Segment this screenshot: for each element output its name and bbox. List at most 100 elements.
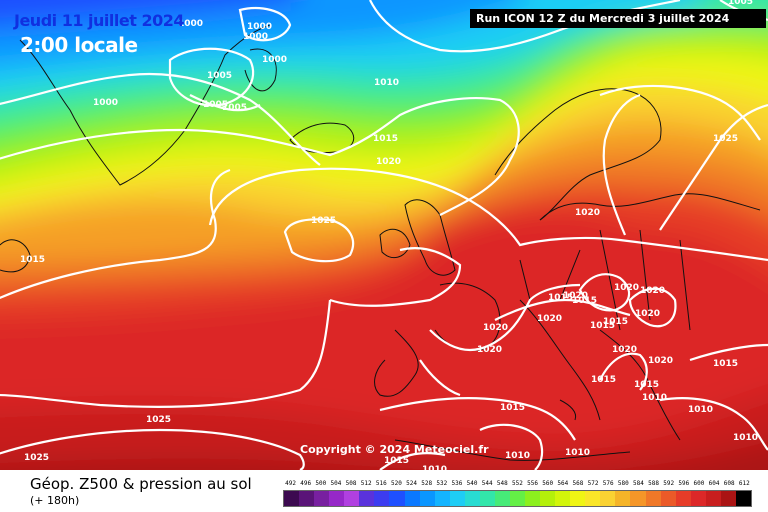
legend-swatch xyxy=(509,491,525,506)
legend-swatch xyxy=(675,491,691,506)
geopotential-shading xyxy=(0,0,768,470)
legend-swatch xyxy=(660,491,676,506)
legend-swatch xyxy=(284,491,300,506)
legend-label: 540 xyxy=(466,480,478,487)
isobar-label: 1020 xyxy=(648,356,673,366)
legend-label: 560 xyxy=(542,480,554,487)
legend-label: 500 xyxy=(315,480,327,487)
isobar-label: 1020 xyxy=(575,208,600,218)
isobar-label: 1000 xyxy=(243,32,268,42)
legend-label: 524 xyxy=(406,480,417,487)
isobar-label: 1025 xyxy=(24,453,49,463)
legend-label: 568 xyxy=(572,480,584,487)
legend-swatch xyxy=(645,491,661,506)
isobar-label: 1010 xyxy=(688,405,713,415)
legend-swatch xyxy=(705,491,721,506)
legend-label: 508 xyxy=(345,480,357,487)
isobar-label: 1005 xyxy=(728,0,753,7)
legend-swatch xyxy=(359,491,375,506)
legend-label: 536 xyxy=(451,480,463,487)
isobar-label: 1020 xyxy=(537,314,562,324)
isobar-label: 1020 xyxy=(376,157,401,167)
legend-label: 556 xyxy=(527,480,538,487)
isobar-label: 1015 xyxy=(20,255,45,265)
legend-swatch xyxy=(735,491,751,506)
copyright-notice: Copyright © 2024 Meteociel.fr xyxy=(300,443,489,456)
legend-swatch xyxy=(494,491,510,506)
isobar-labels: 1000 1000 1000 1000 1005 1005 1005 1000 … xyxy=(20,0,758,470)
forecast-date: Jeudi 11 juillet 2024 xyxy=(14,11,184,30)
legend-label: 552 xyxy=(512,480,523,487)
isobar-label: 1010 xyxy=(374,78,399,88)
legend-swatch xyxy=(479,491,495,506)
isobar-label: 1010 xyxy=(733,433,758,443)
isobar-label: 1020 xyxy=(635,309,660,319)
forecast-time: 2:00 locale xyxy=(20,33,138,57)
isobar-label: 1010 xyxy=(422,465,447,470)
isobar-label: 1010 xyxy=(642,393,667,403)
field-title: Géop. Z500 & pression au sol xyxy=(30,475,252,493)
legend-swatch xyxy=(720,491,736,506)
legend-label: 544 xyxy=(481,480,493,487)
legend-swatch xyxy=(449,491,465,506)
isobar-label: 1005 xyxy=(203,100,228,110)
isobar-label: 1020 xyxy=(563,291,588,301)
legend-swatch xyxy=(615,491,631,506)
legend-label: 520 xyxy=(391,480,402,487)
legend-label: 600 xyxy=(693,480,705,487)
isobar-label: 1015 xyxy=(572,296,597,306)
legend-swatch xyxy=(299,491,315,506)
isobar-label: 1000 xyxy=(262,55,287,65)
legend-swatch xyxy=(404,491,420,506)
legend-label: 596 xyxy=(678,480,690,487)
color-legend: 492 496 500 504 508 512 516 520 524 528 532 536 540 5… xyxy=(283,478,752,510)
isobar-label: 1010 xyxy=(565,448,590,458)
legend-label: 604 xyxy=(708,480,720,487)
coastlines xyxy=(0,24,761,461)
legend-label: 492 xyxy=(285,480,296,487)
legend-label: 496 xyxy=(300,480,312,487)
isobar-label: 1025 xyxy=(311,216,336,226)
legend-swatch xyxy=(630,491,646,506)
isobar-label: 1005 xyxy=(207,71,232,81)
legend-label: 576 xyxy=(602,480,614,487)
legend-swatch xyxy=(314,491,330,506)
isobar-label: 1015 xyxy=(591,375,616,385)
isobar-label: 1000 xyxy=(93,98,118,108)
isobar-label: 1015 xyxy=(713,359,738,369)
isobar-label: 1015 xyxy=(634,380,659,390)
legend-label: 532 xyxy=(436,480,448,487)
model-run-label: Run ICON 12 Z du Mercredi 3 juillet 2024 xyxy=(470,9,766,28)
legend-swatch xyxy=(344,491,360,506)
isobar-label: 1020 xyxy=(640,286,665,296)
legend-label: 588 xyxy=(648,480,659,487)
isobar-label: 1015 xyxy=(500,403,525,413)
isobar-label: 1000 xyxy=(247,22,272,32)
legend-label: 608 xyxy=(723,480,735,487)
legend-label: 504 xyxy=(330,480,342,487)
isobar-label: 1015 xyxy=(548,293,573,303)
legend-swatch xyxy=(585,491,601,506)
legend-swatch xyxy=(374,491,390,506)
legend-label: 564 xyxy=(557,480,569,487)
legend-swatch xyxy=(570,491,586,506)
isobar-label: 1025 xyxy=(713,134,738,144)
legend-label: 528 xyxy=(421,480,433,487)
isobars xyxy=(0,0,768,470)
legend-label: 584 xyxy=(633,480,644,487)
legend-label: 592 xyxy=(663,480,675,487)
legend-swatch xyxy=(555,491,571,506)
isobar-label: 1015 xyxy=(373,134,398,144)
legend-color-bar xyxy=(283,490,752,507)
isobar-label: 1015 xyxy=(590,321,615,331)
legend-swatch xyxy=(389,491,405,506)
legend-label: 572 xyxy=(587,480,599,487)
isobar-label: 1015 xyxy=(603,317,628,327)
forecast-offset: (+ 180h) xyxy=(30,494,80,507)
legend-label: 580 xyxy=(617,480,629,487)
footer-bar: Géop. Z500 & pression au sol (+ 180h) 49… xyxy=(0,470,768,512)
legend-swatch xyxy=(464,491,480,506)
legend-swatch xyxy=(600,491,616,506)
isobar-label: 1020 xyxy=(477,345,502,355)
isobar-label: 1020 xyxy=(612,345,637,355)
